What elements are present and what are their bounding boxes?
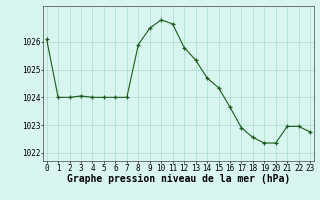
X-axis label: Graphe pression niveau de la mer (hPa): Graphe pression niveau de la mer (hPa) (67, 174, 290, 184)
